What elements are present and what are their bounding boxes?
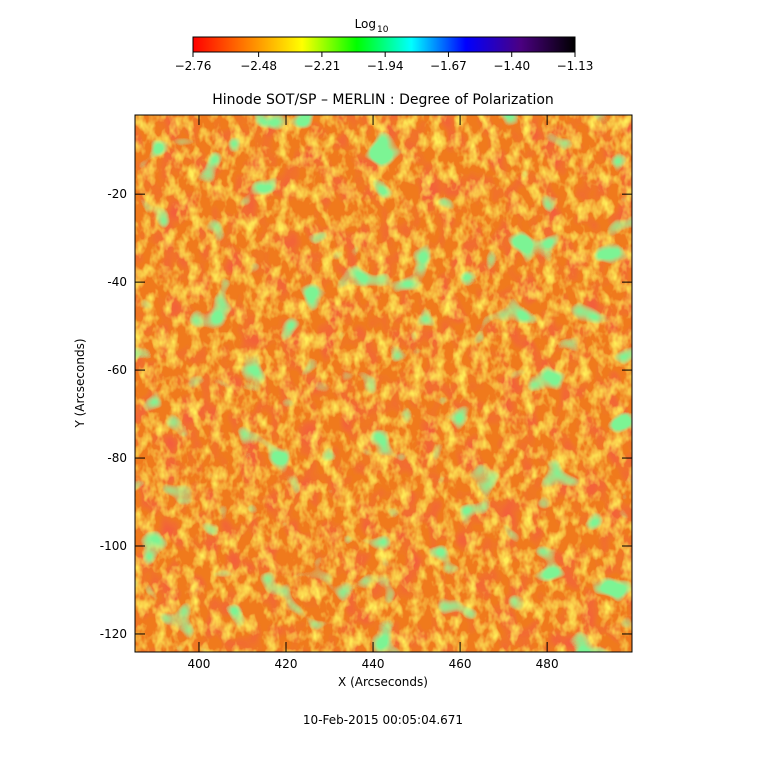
y-tick-label: -40 <box>107 275 127 289</box>
timestamp: 10-Feb-2015 00:05:04.671 <box>303 713 463 727</box>
y-tick-label: -80 <box>107 451 127 465</box>
polarization-image <box>135 115 632 652</box>
colorbar-tick-label: −1.94 <box>367 59 404 73</box>
x-tick-label: 440 <box>362 657 385 671</box>
colorbar-tick-label: −2.76 <box>175 59 212 73</box>
x-tick-label: 420 <box>275 657 298 671</box>
colorbar <box>192 36 576 53</box>
colorbar-tick-label: −1.67 <box>430 59 467 73</box>
colorbar-tick-label: −1.40 <box>493 59 530 73</box>
x-tick-label: 480 <box>536 657 559 671</box>
colorbar-label: Log <box>355 17 376 31</box>
y-axis-label: Y (Arcseconds) <box>73 338 87 428</box>
plot-frame <box>134 114 633 653</box>
y-tick-label: -60 <box>107 363 127 377</box>
colorbar-tick-label: −2.21 <box>304 59 341 73</box>
colorbar-tick-label: −2.48 <box>240 59 277 73</box>
x-tick-label: 400 <box>188 657 211 671</box>
y-tick-label: -100 <box>100 539 127 553</box>
x-tick-label: 460 <box>449 657 472 671</box>
colorbar-tick-label: −1.13 <box>557 59 594 73</box>
y-tick-label: -20 <box>107 187 127 201</box>
x-axis-label: X (Arcseconds) <box>338 675 428 689</box>
colorbar-label-subscript: 10 <box>377 25 389 35</box>
y-tick-label: -120 <box>100 627 127 641</box>
chart-title: Hinode SOT/SP – MERLIN : Degree of Polar… <box>212 92 554 108</box>
